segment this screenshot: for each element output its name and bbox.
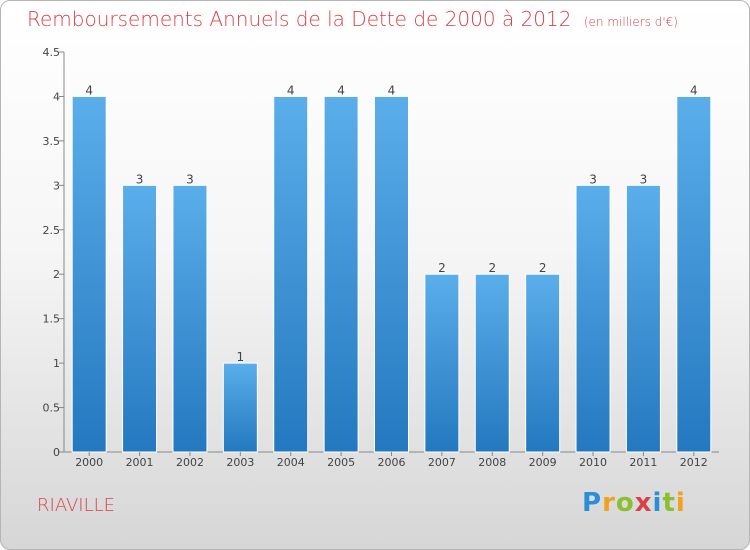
data-label-2009: 2 <box>539 261 547 275</box>
bar-2007 <box>424 273 460 453</box>
y-tick-labels: 0 0.5 1 1.5 2 2.5 3 3.5 4 4.5 <box>43 46 64 459</box>
logo-letter: i <box>652 488 663 518</box>
proxiti-logo: Proxiti <box>582 488 686 518</box>
logo-letter: t <box>662 488 676 518</box>
x-tick-label-2000: 2000 <box>75 456 103 469</box>
chart-title: Remboursements Annuels de la Dette de 20… <box>27 7 678 31</box>
bar-2006 <box>374 95 409 453</box>
x-tick-label-2001: 2001 <box>126 456 154 469</box>
x-tick-labels: 2000 2001 2002 2003 2004 2005 2006 2007 2008 2009… <box>75 452 708 469</box>
bar-2005 <box>323 95 359 453</box>
x-tick-label-2005: 2005 <box>327 456 355 469</box>
data-label-2002: 3 <box>186 172 194 186</box>
bar-2000 <box>71 95 107 453</box>
data-label-2005: 4 <box>337 83 345 97</box>
bar-2012 <box>676 95 712 453</box>
y-tick-label: 2 <box>53 268 60 281</box>
x-tick-label-2002: 2002 <box>176 456 204 469</box>
y-tick-label: 1.5 <box>43 313 61 326</box>
data-label-2000: 4 <box>85 83 93 97</box>
x-tick-label-2011: 2011 <box>629 456 657 469</box>
y-tick-label: 0.5 <box>43 402 61 415</box>
commune-name: RIAVILLE <box>37 495 116 516</box>
chart-subtitle: (en milliers d'€) <box>583 15 678 29</box>
bar-2008 <box>474 273 510 453</box>
y-tick-label: 2.5 <box>43 224 61 237</box>
bar-2001 <box>122 184 158 453</box>
logo-letter: P <box>582 488 603 518</box>
data-label-2007: 2 <box>438 261 446 275</box>
data-label-2001: 3 <box>136 172 144 186</box>
data-label-2003: 1 <box>237 350 245 364</box>
logo-letter: r <box>602 488 616 518</box>
y-tick-label: 0 <box>53 446 60 459</box>
x-tick-label-2010: 2010 <box>579 456 607 469</box>
x-tick-label-2007: 2007 <box>428 456 456 469</box>
y-tick-label: 3 <box>53 179 60 192</box>
bar-2009 <box>525 273 561 453</box>
logo-letter: x <box>634 488 653 518</box>
logo-letter: o <box>615 488 635 518</box>
x-tick-label-2009: 2009 <box>529 456 557 469</box>
x-tick-label-2012: 2012 <box>680 456 708 469</box>
logo-letter: i <box>675 488 686 518</box>
x-tick-label-2008: 2008 <box>478 456 506 469</box>
y-tick-label: 4.5 <box>43 46 61 59</box>
x-tick-label-2006: 2006 <box>378 456 406 469</box>
bar-2004 <box>273 95 309 453</box>
chart-title-text: Remboursements Annuels de la Dette de 20… <box>27 7 572 31</box>
x-tick-label-2004: 2004 <box>277 456 305 469</box>
data-label-2012: 4 <box>690 83 698 97</box>
bar-2002 <box>172 184 208 453</box>
y-tick-label: 3.5 <box>43 135 61 148</box>
data-label-2011: 3 <box>640 172 648 186</box>
bar-2011 <box>625 184 661 453</box>
x-tick-label-2003: 2003 <box>226 456 254 469</box>
data-label-2008: 2 <box>488 261 496 275</box>
y-tick-label: 1 <box>53 357 60 370</box>
bars <box>71 95 712 453</box>
data-labels: 4 3 3 1 4 4 4 2 2 2 3 3 4 <box>85 83 697 364</box>
data-label-2004: 4 <box>287 83 295 97</box>
y-tick-label: 4 <box>53 90 60 103</box>
data-label-2006: 4 <box>388 83 396 97</box>
bar-2010 <box>575 184 611 453</box>
bar-2003 <box>222 362 258 453</box>
data-label-2010: 3 <box>589 172 597 186</box>
